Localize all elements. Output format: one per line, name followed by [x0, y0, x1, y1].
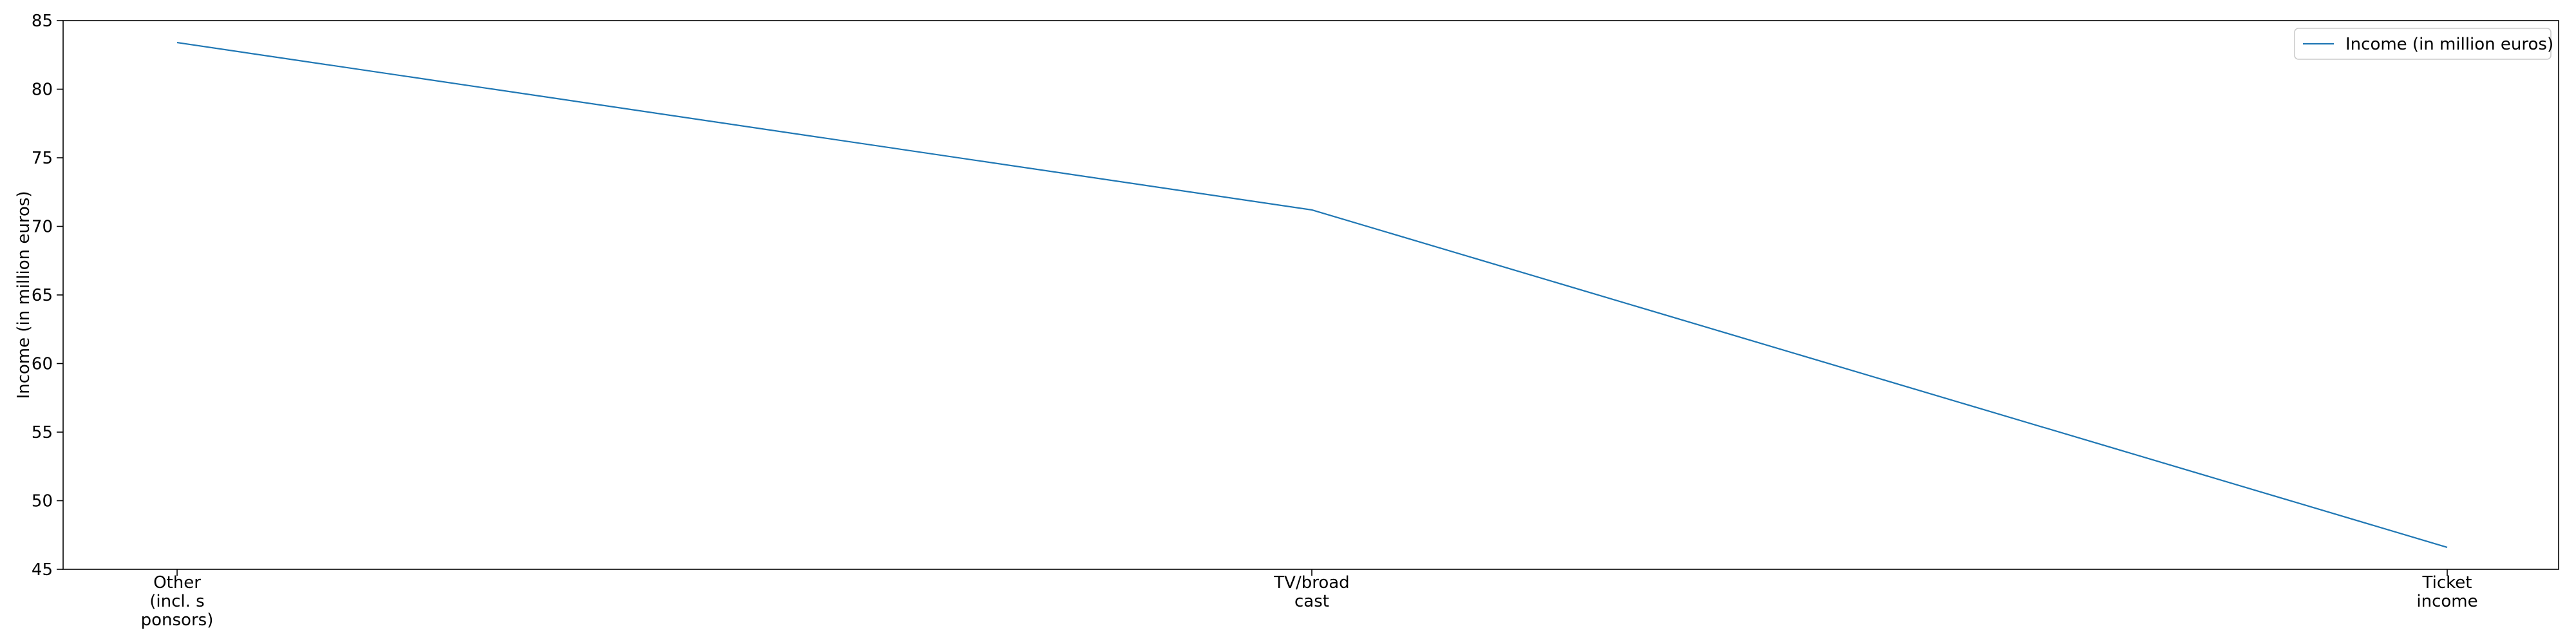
legend: Income (in million euros) — [2294, 28, 2553, 60]
x-tick-label: TV/broad cast — [1273, 573, 1349, 611]
y-tick-label: 60 — [32, 355, 53, 374]
plot-area — [62, 20, 2559, 570]
y-tick-label: 80 — [32, 80, 53, 100]
x-tick-label-line: Other — [153, 573, 201, 592]
y-tick-label: 75 — [32, 149, 53, 168]
x-tick-label-line: TV/broad — [1273, 573, 1349, 592]
x-tick-label-line: income — [2416, 592, 2477, 611]
x-axis-ticks: Other (incl. s ponsors) TV/broad cast Ticket i… — [141, 569, 2478, 630]
y-axis-ticks: 45 50 55 60 65 70 75 80 85 — [32, 12, 63, 580]
x-tick-label-line: (incl. s — [149, 592, 204, 611]
legend-box — [2294, 28, 2552, 60]
y-tick-label: 65 — [32, 286, 53, 305]
series-layer — [176, 41, 2448, 548]
x-tick-label: Ticket income — [2416, 573, 2477, 611]
x-tick-label-line: Ticket — [2422, 573, 2472, 592]
x-tick-label: Other (incl. s ponsors) — [141, 573, 214, 630]
y-tick-label: 45 — [32, 560, 53, 580]
y-tick-label: 50 — [32, 492, 53, 511]
legend-series-label: Income (in million euros) — [2345, 35, 2553, 54]
y-axis-label: Income (in million euros) — [14, 191, 33, 399]
y-tick-label: 70 — [32, 218, 53, 237]
y-tick-label: 85 — [32, 12, 53, 31]
y-tick-label: 55 — [32, 423, 53, 442]
x-tick-label-line: cast — [1294, 592, 1329, 611]
x-tick-label-line: ponsors) — [141, 611, 214, 630]
